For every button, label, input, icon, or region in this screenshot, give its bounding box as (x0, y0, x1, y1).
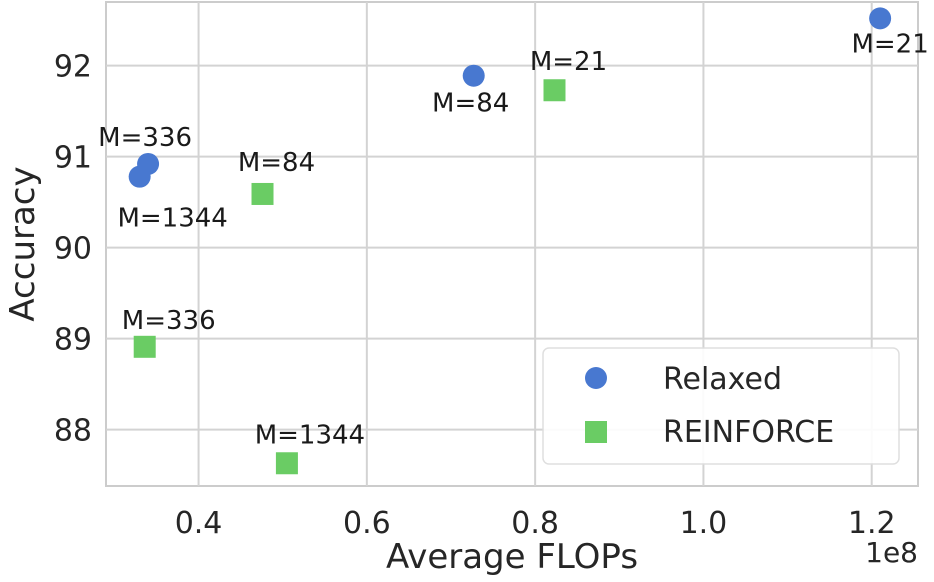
x-offset-label: 1e8 (865, 536, 918, 569)
point-reinforce (543, 79, 566, 102)
point-label-relaxed: M=1344 (117, 204, 227, 234)
point-label-relaxed: M=21 (851, 29, 928, 59)
legend: Relaxed REINFORCE (542, 347, 900, 465)
legend-label-reinforce: REINFORCE (663, 415, 834, 450)
y-axis-label: Accuracy (3, 166, 43, 321)
x-tick-label: 0.6 (343, 506, 391, 541)
legend-label-relaxed: Relaxed (663, 362, 782, 397)
point-reinforce (133, 335, 156, 358)
y-tick-label: 90 (54, 232, 92, 267)
x-axis-label: Average FLOPs (386, 537, 638, 577)
x-tick-label: 0.8 (511, 506, 559, 541)
x-tick-label: 1.0 (680, 506, 728, 541)
point-label-reinforce: M=1344 (255, 420, 365, 450)
point-label-relaxed: M=84 (432, 89, 509, 119)
point-label-reinforce: M=336 (122, 306, 216, 336)
y-tick-label: 92 (54, 50, 92, 85)
x-tick-label: 1.2 (848, 506, 896, 541)
point-relaxed (869, 7, 892, 30)
y-tick-labels: 88 89 90 91 92 (54, 50, 92, 449)
x-tick-labels: 0.4 0.6 0.8 1.0 1.2 (175, 506, 896, 541)
point-reinforce (251, 182, 274, 205)
legend-box (542, 347, 900, 465)
data-points (128, 7, 892, 475)
point-reinforce (275, 452, 298, 475)
x-tick-label: 0.4 (175, 506, 223, 541)
point-label-reinforce: M=84 (238, 148, 315, 178)
point-label-reinforce: M=21 (530, 47, 607, 77)
point-labels: M=21 M=84 M=336 M=1344 M=21 M=84 M=336 M=1344 (98, 29, 929, 450)
legend-marker-relaxed (585, 367, 607, 389)
point-label-relaxed: M=336 (98, 123, 192, 153)
y-tick-label: 89 (54, 323, 92, 358)
point-relaxed (462, 64, 485, 87)
y-tick-label: 88 (54, 414, 92, 449)
legend-marker-reinforce (585, 421, 607, 443)
y-tick-label: 91 (54, 141, 92, 176)
point-relaxed (128, 165, 151, 188)
